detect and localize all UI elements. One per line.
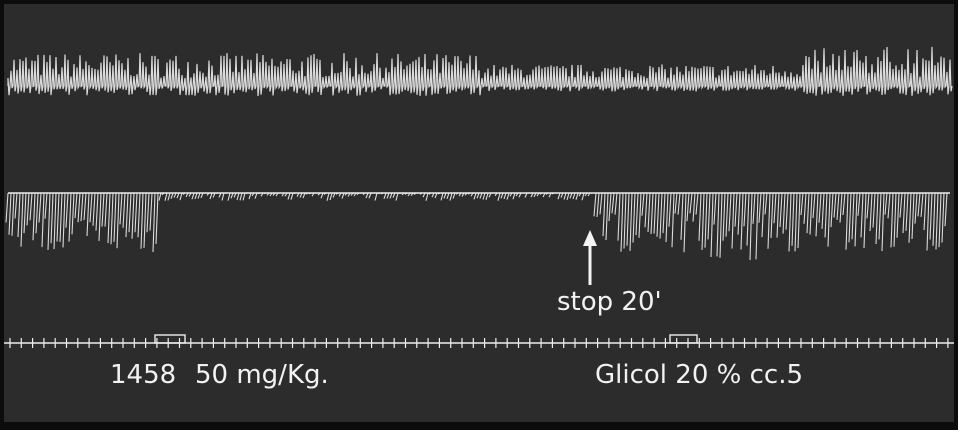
glycol-label: Glicol 20 % cc.5 bbox=[595, 360, 803, 390]
kymograph-recording: stop 20' 1458 50 mg/Kg. Glicol 20 % cc.5 bbox=[0, 0, 958, 430]
compound-label: 1458 bbox=[110, 360, 176, 390]
recording-page: stop 20' 1458 50 mg/Kg. Glicol 20 % cc.5 bbox=[0, 0, 958, 430]
stop-annotation: stop 20' bbox=[557, 287, 662, 317]
dose-label: 50 mg/Kg. bbox=[195, 360, 329, 390]
